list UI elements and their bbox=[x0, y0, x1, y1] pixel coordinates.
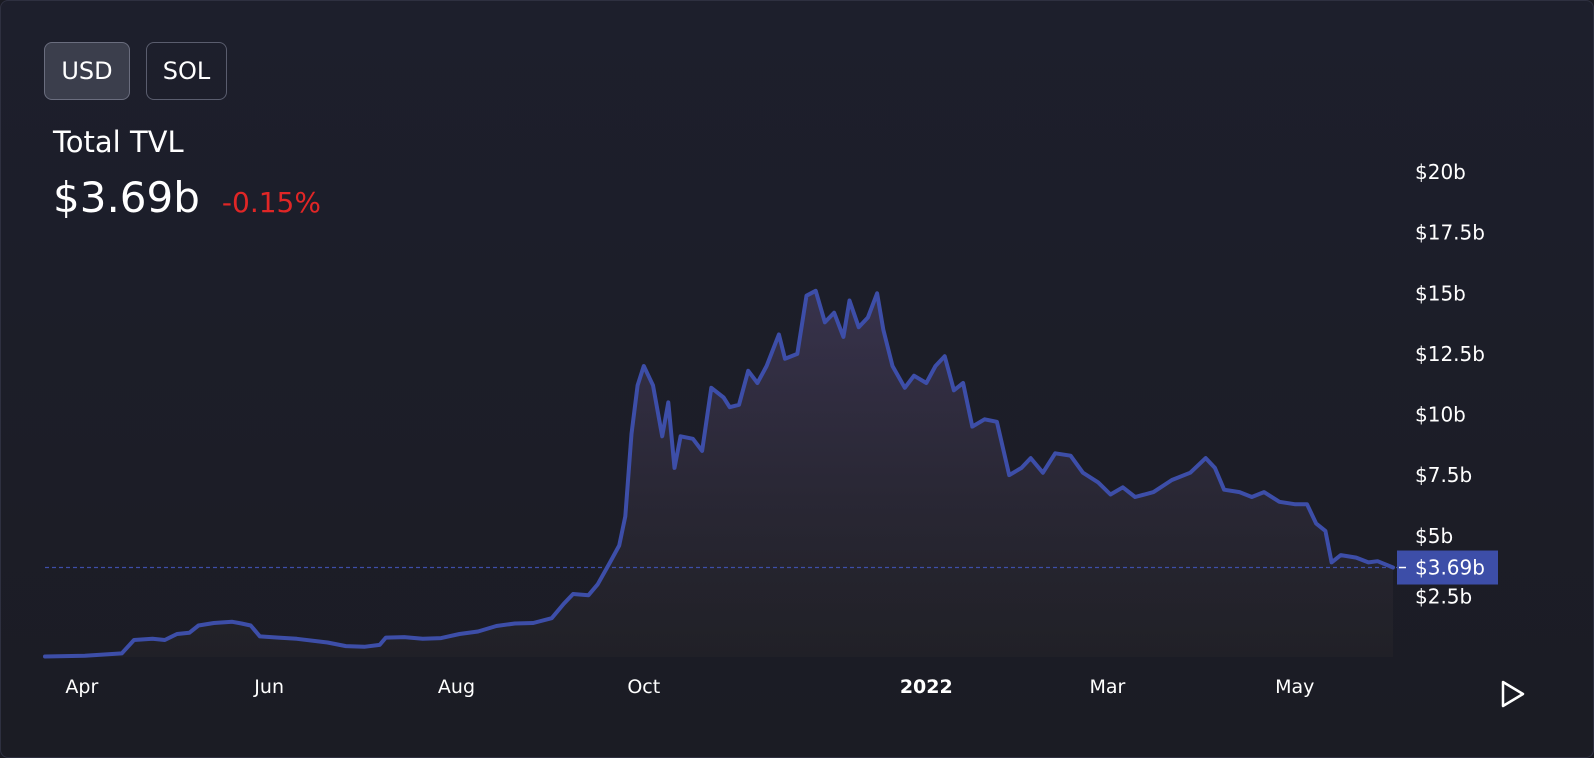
sol-toggle-button[interactable]: SOL bbox=[146, 42, 227, 100]
usd-toggle-button[interactable]: USD bbox=[44, 42, 130, 100]
y-tick-label: $10b bbox=[1415, 403, 1466, 427]
current-value-tag bbox=[1397, 550, 1498, 585]
y-tick-label: $5b bbox=[1415, 524, 1453, 548]
x-tick-label: Aug bbox=[438, 676, 475, 698]
tvl-series-line bbox=[43, 288, 1395, 659]
play-icon[interactable] bbox=[1499, 679, 1527, 709]
x-tick-label: Jun bbox=[253, 676, 284, 698]
tvl-area-fill bbox=[45, 290, 1393, 657]
tvl-change-percent: -0.15% bbox=[221, 186, 321, 219]
y-tick-label: $2.5b bbox=[1415, 584, 1472, 608]
y-tick-label: $20b bbox=[1415, 160, 1466, 184]
x-tick-label: Oct bbox=[627, 676, 660, 698]
x-tick-label: 2022 bbox=[900, 676, 953, 698]
value-row: $3.69b -0.15% bbox=[53, 173, 321, 222]
x-tick-label: May bbox=[1275, 676, 1314, 698]
current-value-tag-label: $3.69b bbox=[1415, 556, 1485, 580]
y-tick-label: $12.5b bbox=[1415, 342, 1485, 366]
x-tick-label: Apr bbox=[65, 676, 98, 698]
y-tick-label: $15b bbox=[1415, 281, 1466, 305]
y-tick-label: $17.5b bbox=[1415, 221, 1485, 245]
total-tvl-value: $3.69b bbox=[53, 173, 200, 222]
x-tick-label: Mar bbox=[1090, 676, 1126, 698]
y-tick-label: $7.5b bbox=[1415, 463, 1472, 487]
chart-title: Total TVL bbox=[53, 125, 184, 159]
